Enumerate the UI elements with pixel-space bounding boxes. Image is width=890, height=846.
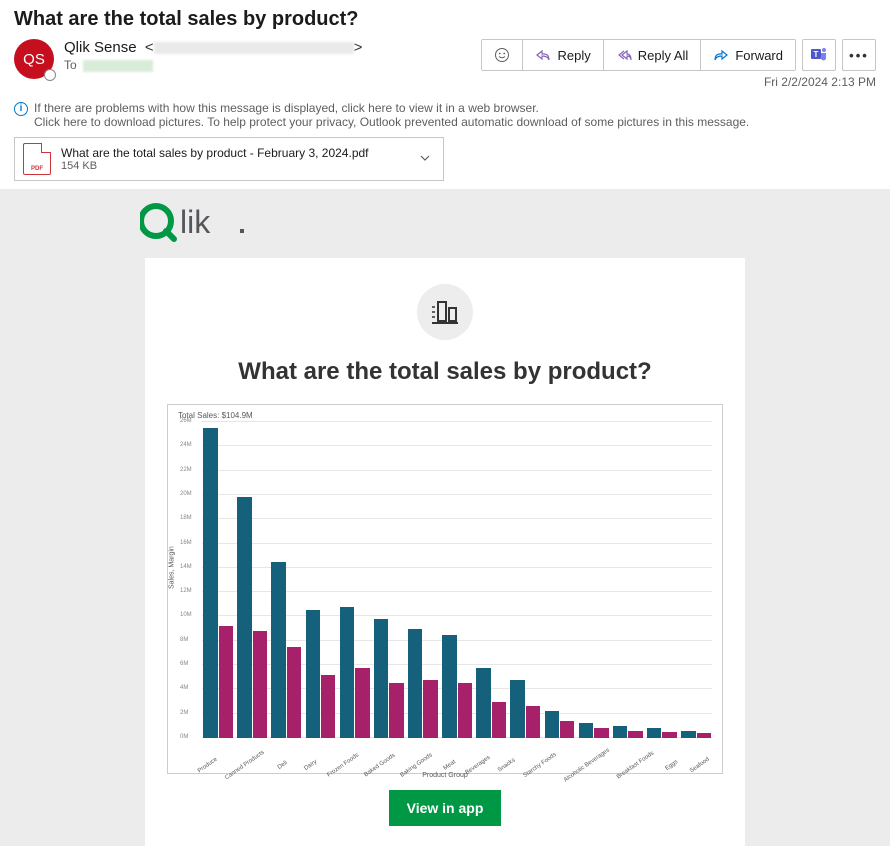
reply-icon <box>535 47 551 63</box>
info-line-2: Click here to download pictures. To help… <box>34 115 749 129</box>
info-bar[interactable]: i If there are problems with how this me… <box>0 95 890 133</box>
bar-series-b <box>560 721 574 738</box>
pdf-file-icon: PDF <box>23 143 51 175</box>
teams-share-button[interactable]: T <box>802 39 836 71</box>
bar-group <box>441 422 473 738</box>
chart-total-label: Total Sales: $104.9M <box>178 411 712 420</box>
bar-series-a <box>545 711 559 738</box>
email-header: QS Qlik Sense <> To Rep <box>0 37 890 95</box>
bar-series-b <box>594 728 608 738</box>
action-toolbar: Reply Reply All Forward <box>481 39 796 71</box>
bar-series-a <box>374 619 388 738</box>
bar-group <box>543 422 575 738</box>
chart-container: Total Sales: $104.9M Sales, Margin 0M2M4… <box>167 404 723 774</box>
forward-icon <box>713 47 729 63</box>
forward-button[interactable]: Forward <box>701 40 795 70</box>
avatar-initials: QS <box>23 51 45 68</box>
content-card: What are the total sales by product? Tot… <box>145 258 745 846</box>
sender-email: <> <box>141 39 363 56</box>
bar-series-a <box>203 428 217 738</box>
attachments-area: PDF What are the total sales by product … <box>0 133 890 189</box>
sender-name: Qlik Sense <box>64 39 137 56</box>
recipient-line: To <box>64 58 481 72</box>
chart-x-labels: ProduceCanned ProductsDeliDairyFrozen Fo… <box>192 763 712 769</box>
view-in-app-button[interactable]: View in app <box>389 790 502 826</box>
teams-icon: T <box>810 45 828 66</box>
bar-series-b <box>492 702 506 738</box>
bar-group <box>509 422 541 738</box>
reply-button[interactable]: Reply <box>523 40 603 70</box>
sender-avatar: QS <box>14 39 54 79</box>
bar-series-a <box>476 668 490 738</box>
received-timestamp: Fri 2/2/2024 2:13 PM <box>764 75 876 89</box>
ellipsis-icon: ••• <box>849 48 869 63</box>
bar-series-b <box>321 675 335 738</box>
to-label: To <box>64 58 77 72</box>
reply-label: Reply <box>557 48 590 63</box>
svg-text:lik: lik <box>180 204 211 240</box>
bar-group <box>612 422 644 738</box>
bar-group <box>373 422 405 738</box>
bar-series-b <box>458 683 472 738</box>
bar-series-b <box>697 733 711 738</box>
bar-series-a <box>442 635 456 738</box>
bar-group <box>270 422 302 738</box>
forward-label: Forward <box>735 48 783 63</box>
bar-series-a <box>579 723 593 738</box>
bar-group <box>407 422 439 738</box>
emoji-button[interactable] <box>482 40 523 70</box>
reply-all-icon <box>616 47 632 63</box>
bar-series-b <box>628 731 642 738</box>
bar-group <box>646 422 678 738</box>
info-line-1: If there are problems with how this mess… <box>34 101 749 115</box>
reply-all-button[interactable]: Reply All <box>604 40 702 70</box>
more-actions-button[interactable]: ••• <box>842 39 876 71</box>
bar-series-b <box>253 631 267 738</box>
bar-series-a <box>681 731 695 738</box>
emoji-icon <box>494 47 510 63</box>
bar-group <box>304 422 336 738</box>
chart-x-axis-label: Product Group <box>168 772 722 779</box>
reply-all-label: Reply All <box>638 48 689 63</box>
attachment-item[interactable]: PDF What are the total sales by product … <box>14 137 444 181</box>
bar-series-b <box>389 683 403 738</box>
bar-series-b <box>219 626 233 738</box>
bar-series-a <box>237 497 251 738</box>
bar-series-a <box>613 726 627 738</box>
bar-series-b <box>423 680 437 738</box>
attachment-chevron-icon[interactable] <box>415 152 435 167</box>
bar-series-a <box>510 680 524 738</box>
bar-series-a <box>271 562 285 738</box>
bar-series-b <box>355 668 369 738</box>
bar-series-a <box>408 629 422 738</box>
bar-series-b <box>287 647 301 738</box>
card-title: What are the total sales by product? <box>167 358 723 386</box>
chart-y-axis-label: Sales, Margin <box>169 546 176 589</box>
bar-group <box>339 422 371 738</box>
bar-series-a <box>306 610 320 738</box>
bar-group <box>475 422 507 738</box>
attachment-name: What are the total sales by product - Fe… <box>61 146 405 160</box>
info-icon: i <box>14 102 28 116</box>
bar-series-a <box>647 728 661 738</box>
bar-group <box>202 422 234 738</box>
email-body: lik What are the total sales by product?… <box>0 189 890 846</box>
chart-type-icon <box>417 284 473 340</box>
qlik-logo: lik <box>0 189 890 252</box>
sender-line: Qlik Sense <> <box>64 39 481 56</box>
bar-series-a <box>340 607 354 738</box>
bar-group <box>236 422 268 738</box>
bar-series-b <box>526 706 540 738</box>
bar-series-b <box>662 732 676 738</box>
email-subject: What are the total sales by product? <box>0 0 890 37</box>
presence-indicator <box>44 69 56 81</box>
chart-plot-area: 0M2M4M6M8M10M12M14M16M18M20M22M24M26M <box>202 422 712 738</box>
bar-group <box>578 422 610 738</box>
attachment-size: 154 KB <box>61 160 405 172</box>
bar-group <box>680 422 712 738</box>
svg-text:T: T <box>814 50 819 59</box>
